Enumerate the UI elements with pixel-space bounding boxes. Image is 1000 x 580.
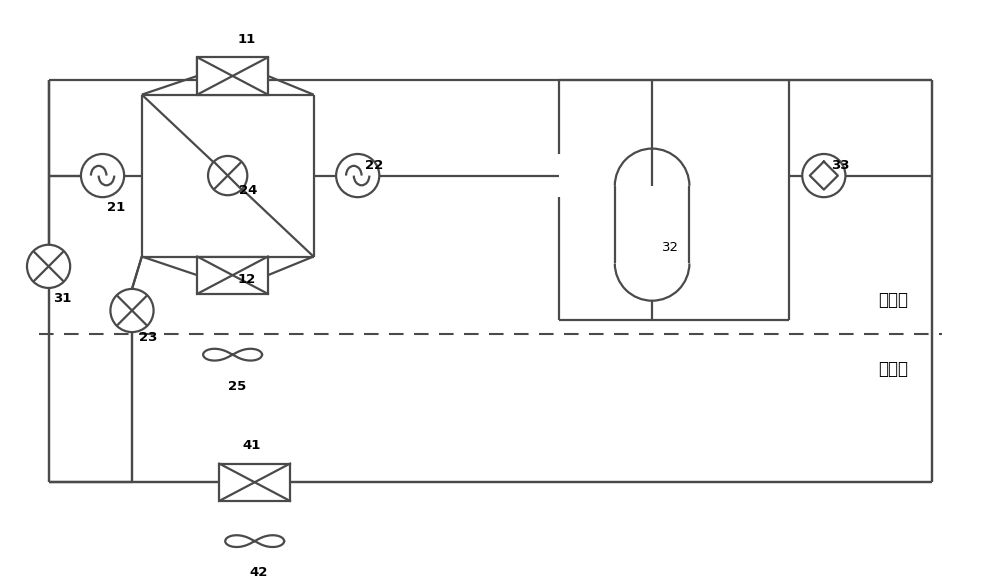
Text: 32: 32 xyxy=(662,241,679,254)
Text: 42: 42 xyxy=(250,566,268,579)
Text: 12: 12 xyxy=(237,273,256,285)
Text: 41: 41 xyxy=(243,440,261,452)
Circle shape xyxy=(27,245,70,288)
Circle shape xyxy=(81,154,124,197)
Text: 11: 11 xyxy=(237,33,256,46)
Text: 室外側: 室外側 xyxy=(878,291,908,309)
Bar xyxy=(197,57,268,95)
Text: 33: 33 xyxy=(831,160,849,172)
Text: 25: 25 xyxy=(228,379,246,393)
Text: 24: 24 xyxy=(239,184,258,197)
Circle shape xyxy=(336,154,379,197)
Text: 室内側: 室内側 xyxy=(878,360,908,378)
Circle shape xyxy=(110,289,154,332)
Circle shape xyxy=(208,156,247,195)
Circle shape xyxy=(802,154,845,197)
Bar xyxy=(219,463,290,501)
Text: 22: 22 xyxy=(365,160,383,172)
Text: 31: 31 xyxy=(53,292,72,305)
Bar xyxy=(197,256,268,294)
Text: 23: 23 xyxy=(139,332,157,345)
Text: 21: 21 xyxy=(107,201,126,215)
